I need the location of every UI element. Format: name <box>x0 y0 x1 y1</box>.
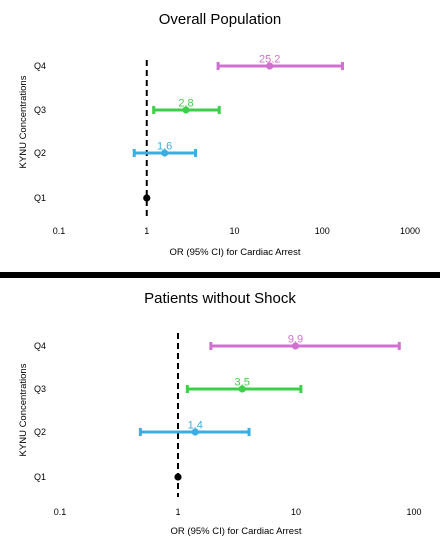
category-label: Q2 <box>34 148 46 158</box>
category-label: Q3 <box>34 384 46 394</box>
panel-patients-without-shock: Patients without Shock KYNU Concentratio… <box>18 290 422 537</box>
chart-title: Patients without Shock <box>144 290 296 307</box>
x-axis-label: OR (95% CI) for Cardiac Arrest <box>170 247 301 258</box>
x-tick-label: 10 <box>291 507 301 517</box>
x-tick-label: 1 <box>175 507 180 517</box>
x-tick-label: 0.1 <box>53 226 66 236</box>
x-axis-label: OR (95% CI) for Cardiac Arrest <box>171 526 302 537</box>
data-label: 1.4 <box>188 420 203 432</box>
data-label: 25.2 <box>259 54 280 66</box>
data-label: 2.8 <box>178 98 193 110</box>
data-label: 9.9 <box>288 334 303 346</box>
or-point <box>291 342 300 350</box>
or-point <box>161 149 169 157</box>
category-label: Q4 <box>34 61 46 71</box>
or-point <box>266 62 274 70</box>
x-tick-label: 100 <box>406 507 421 517</box>
category-label: Q2 <box>34 427 46 437</box>
panel-divider <box>0 272 440 278</box>
x-tick-label: 1 <box>144 226 149 236</box>
or-point <box>238 385 246 393</box>
x-tick-label: 100 <box>315 226 330 236</box>
category-label: Q4 <box>34 341 46 351</box>
plot-area: 0.1 1 10 100 1000 Q4 25.2 Q3 2.8 Q2 1.6 Q1 <box>34 54 420 237</box>
x-tick-label: 10 <box>229 226 239 236</box>
or-point <box>143 194 151 202</box>
panel-overall-population: Overall Population KYNU Concentrations O… <box>18 11 420 258</box>
category-label: Q1 <box>34 193 46 203</box>
or-point <box>182 106 190 114</box>
y-axis-label: KYNU Concentrations <box>18 363 29 456</box>
category-label: Q3 <box>34 105 46 115</box>
or-point <box>191 428 199 436</box>
x-tick-label: 1000 <box>400 226 420 236</box>
chart-title: Overall Population <box>159 11 282 28</box>
plot-area: 0.1 1 10 100 Q4 9.9 Q3 3.5 Q2 1.4 Q1 <box>34 333 422 517</box>
data-label: 3.5 <box>235 377 250 389</box>
data-label: 1.6 <box>157 141 172 153</box>
or-point <box>174 473 182 481</box>
category-label: Q1 <box>34 472 46 482</box>
x-tick-label: 0.1 <box>54 507 67 517</box>
y-axis-label: KYNU Concentrations <box>18 75 29 168</box>
